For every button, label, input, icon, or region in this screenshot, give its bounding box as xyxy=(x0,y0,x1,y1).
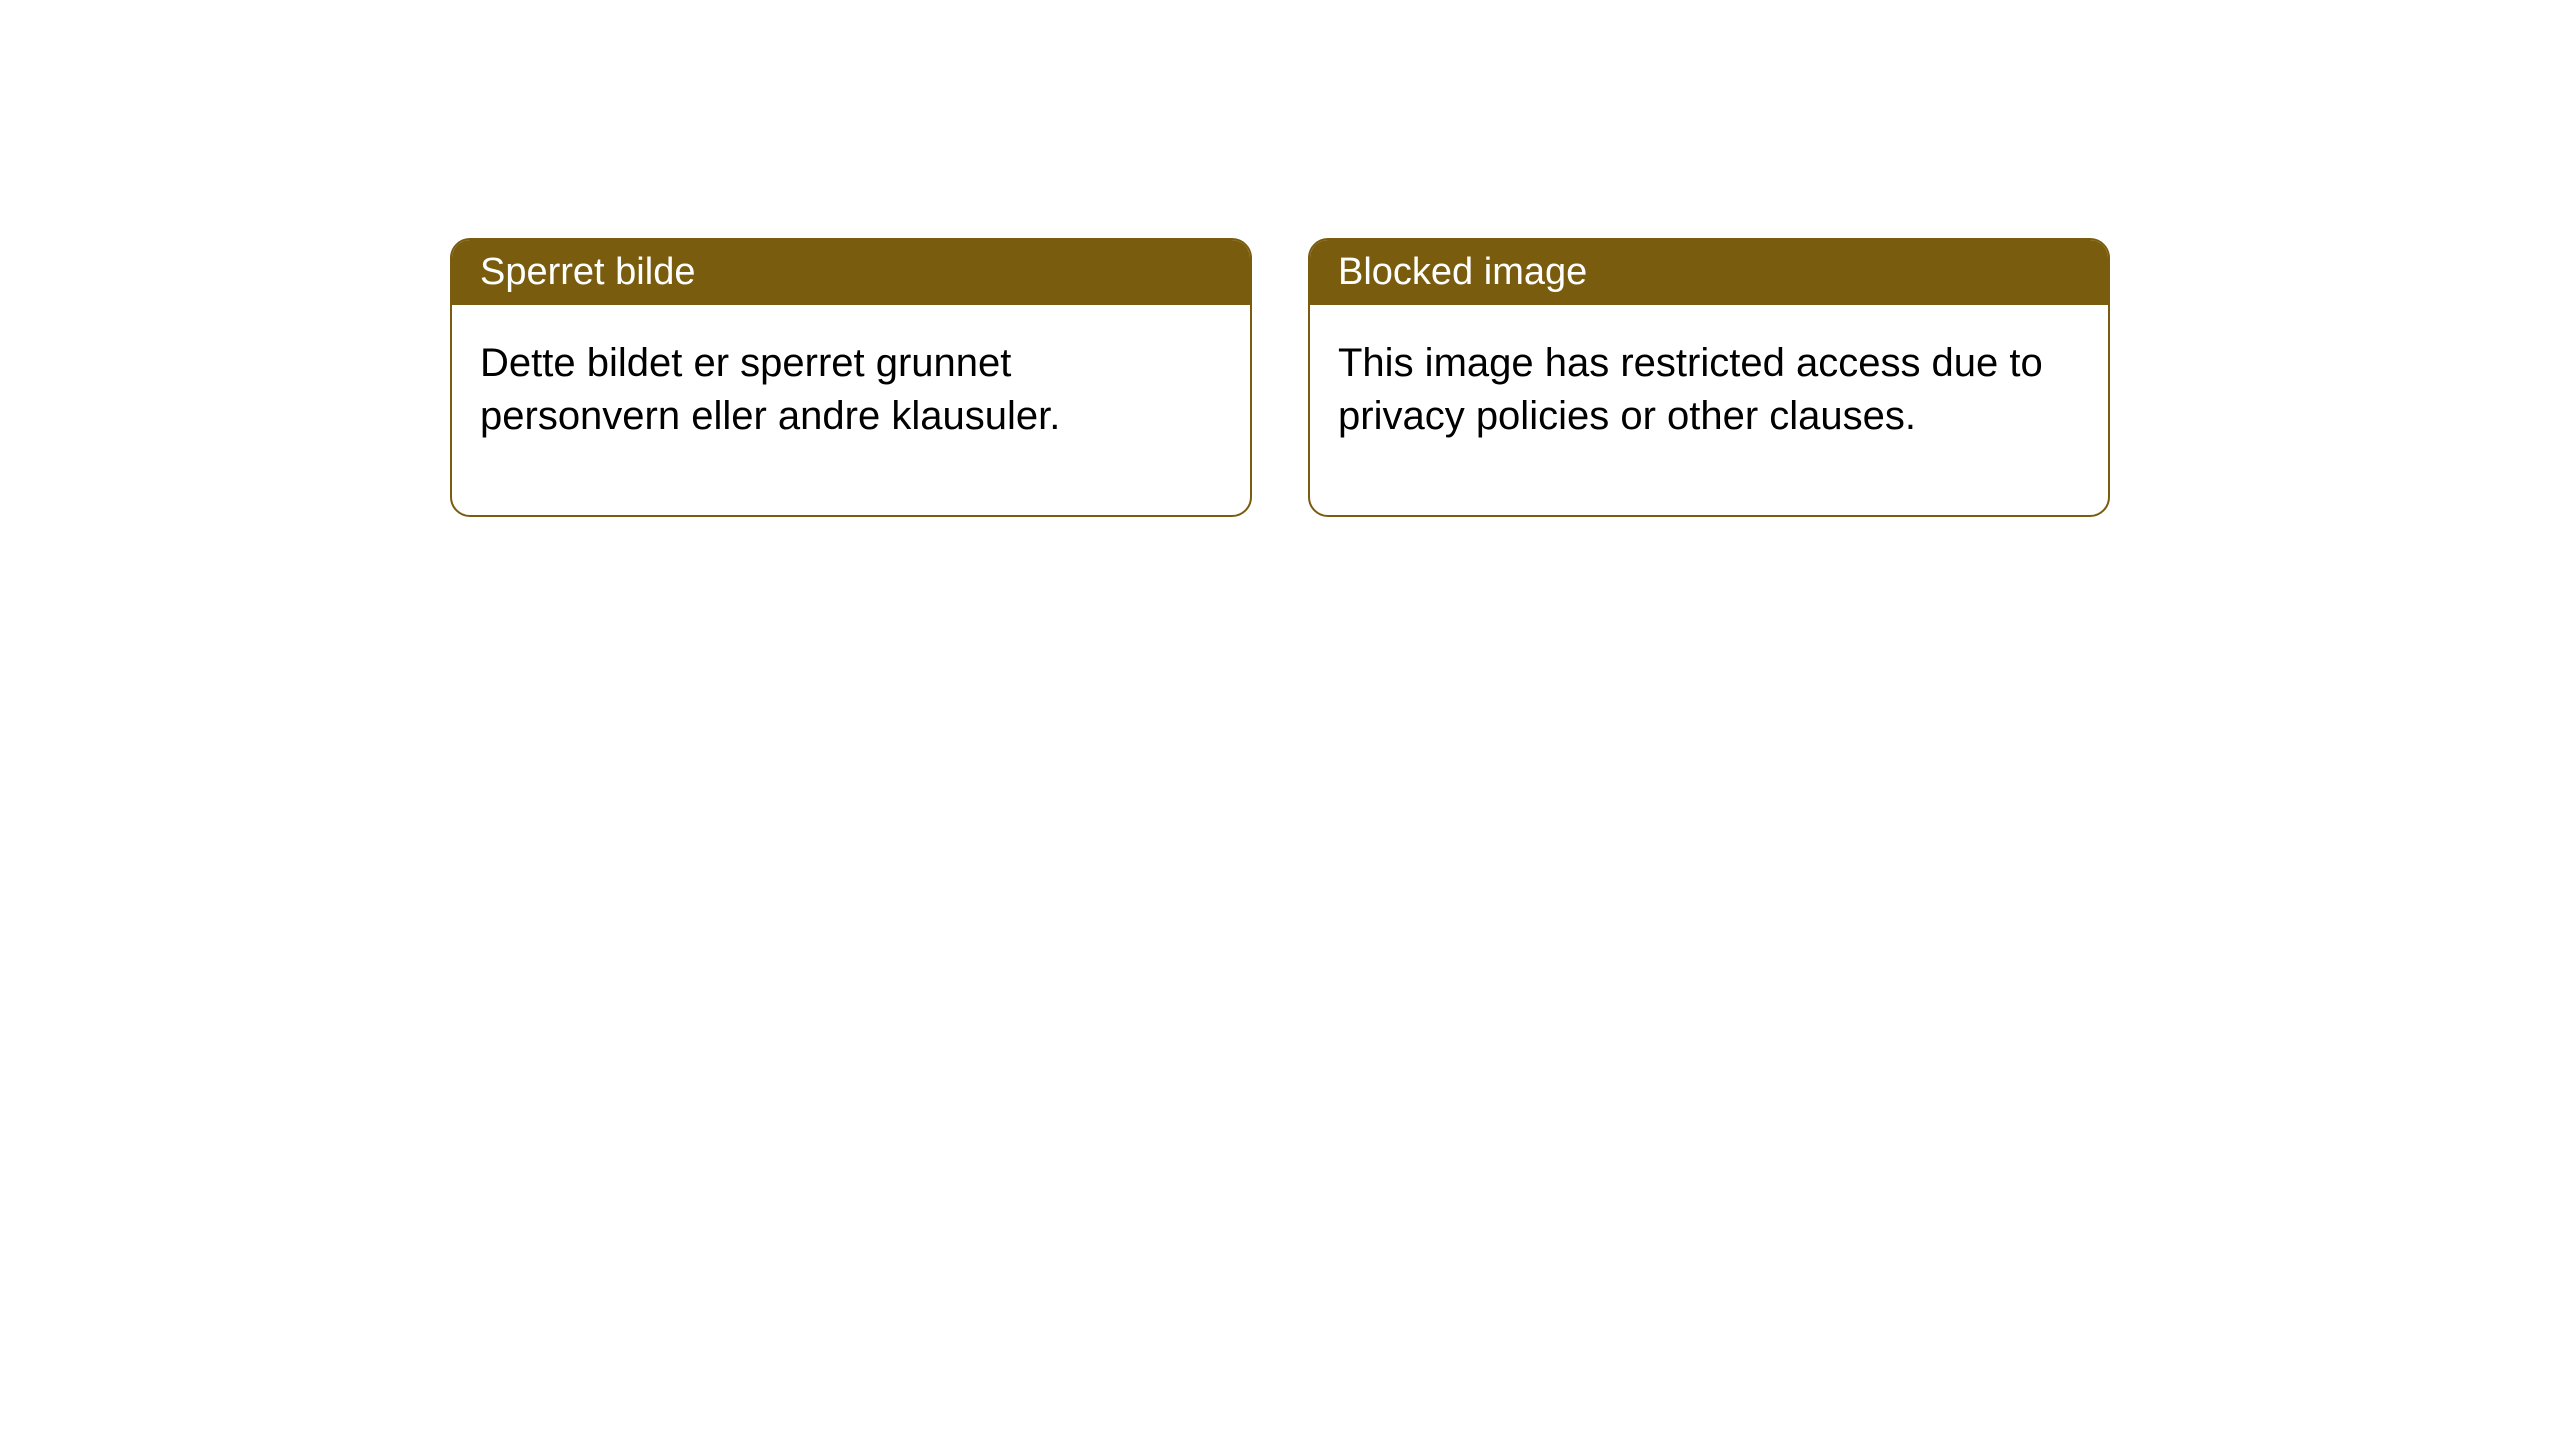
card-title-english: Blocked image xyxy=(1310,240,2108,305)
card-body-english: This image has restricted access due to … xyxy=(1310,305,2108,515)
card-title-norwegian: Sperret bilde xyxy=(452,240,1250,305)
card-body-norwegian: Dette bildet er sperret grunnet personve… xyxy=(452,305,1250,515)
notice-card-norwegian: Sperret bilde Dette bildet er sperret gr… xyxy=(450,238,1252,517)
notice-card-english: Blocked image This image has restricted … xyxy=(1308,238,2110,517)
notice-cards-container: Sperret bilde Dette bildet er sperret gr… xyxy=(450,238,2110,517)
